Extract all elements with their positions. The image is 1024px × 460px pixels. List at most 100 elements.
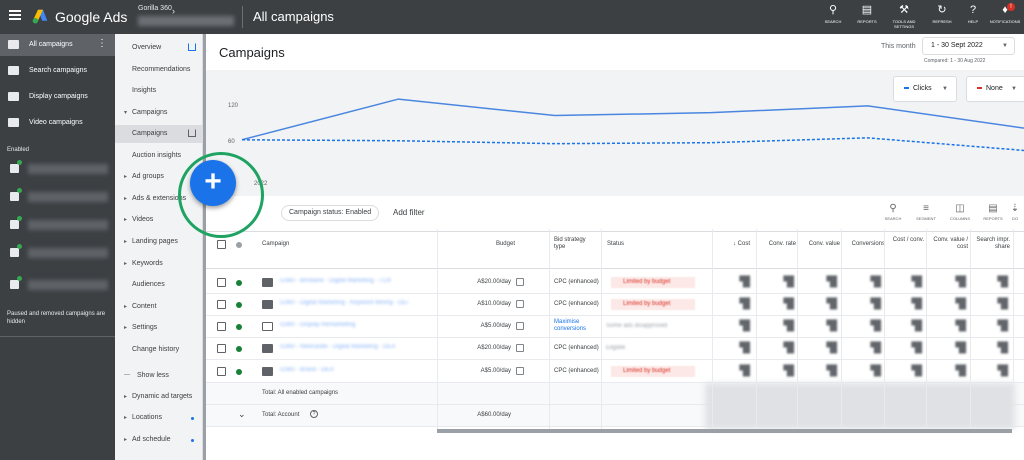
campaign-name-link[interactable]: G360 - Digital Marketing - Keyword Minin… <box>280 300 408 306</box>
menu-campaigns-group[interactable]: ▾ Campaigns <box>115 104 203 122</box>
segment-button[interactable]: ≡ SEGMENT <box>911 203 941 221</box>
enabled-status-dot[interactable] <box>236 324 242 330</box>
scrollbar[interactable] <box>203 34 206 460</box>
nav-video-campaigns[interactable]: Video campaigns <box>0 112 115 134</box>
download-button[interactable]: ⇣ DO <box>1006 203 1024 221</box>
menu-videos[interactable]: ▸ Videos <box>115 211 203 229</box>
campaign-name-link[interactable]: G360 - Newcastle - Digital Marketing - D… <box>280 344 396 350</box>
menu-landing-pages[interactable]: ▸ Landing pages <box>115 233 203 251</box>
menu-show-less[interactable]: — Show less <box>115 367 203 385</box>
filter-chip-status[interactable]: Campaign status: Enabled <box>281 205 380 221</box>
help-icon[interactable]: ? <box>310 410 318 418</box>
menu-ads-extensions[interactable]: ▸ Ads & extensions <box>115 190 203 208</box>
row-checkbox[interactable] <box>217 344 226 353</box>
row-checkbox[interactable] <box>217 278 226 287</box>
nav-display-campaigns[interactable]: Display campaigns <box>0 86 115 108</box>
col-budget[interactable]: Budget <box>495 241 515 247</box>
enabled-status-dot[interactable] <box>236 346 242 352</box>
metric-cell: ███ ██ <box>997 276 1008 288</box>
metric-selector-none[interactable]: None ▼ <box>966 76 1024 102</box>
add-filter-button[interactable]: Add filter <box>393 208 425 217</box>
columns-button[interactable]: ◫ COLUMNS <box>945 203 975 221</box>
budget-chart-icon[interactable] <box>516 300 524 308</box>
nav-campaign[interactable] <box>0 274 115 296</box>
nav-all-campaigns[interactable]: All campaigns ⋮ <box>0 34 115 56</box>
table-row[interactable]: G360 - Newcastle - Digital Marketing - D… <box>206 338 1024 360</box>
table-search-button[interactable]: ⚲ SEARCH <box>878 203 908 221</box>
nav-campaign[interactable] <box>0 158 115 180</box>
menu-campaigns[interactable]: Campaigns <box>115 125 203 143</box>
campaign-name-link[interactable]: G360 - Brand - DEA <box>280 367 334 373</box>
menu-icon[interactable] <box>9 10 21 20</box>
metric-cell: ███ ██ <box>955 342 966 354</box>
nav-campaign[interactable] <box>0 242 115 264</box>
menu-insights[interactable]: Insights <box>115 82 203 100</box>
menu-ad-groups[interactable]: ▸ Ad groups <box>115 168 203 186</box>
budget-chart-icon[interactable] <box>516 344 524 352</box>
enabled-status-dot[interactable] <box>236 369 242 375</box>
nav-campaign[interactable] <box>0 214 115 236</box>
menu-settings[interactable]: ▸ Settings <box>115 319 203 337</box>
menu-audiences[interactable]: Audiences <box>115 276 203 294</box>
tools-button[interactable]: ⚒ TOOLS AND SETTINGS <box>886 4 922 29</box>
table-row[interactable]: G360 - Digital Marketing - Keyword Minin… <box>206 294 1024 316</box>
video-campaign-icon <box>8 118 19 127</box>
reports-button[interactable]: ▤ REPORTS <box>849 4 885 24</box>
help-button[interactable]: ? HELP <box>955 4 991 24</box>
menu-ad-schedule[interactable]: ▸ Ad schedule <box>115 431 203 449</box>
col-conv-rate[interactable]: Conv. rate <box>768 241 796 247</box>
campaign-name-link[interactable]: G360 - Display Remarketing <box>280 322 356 328</box>
refresh-label: REFRESH <box>932 19 952 24</box>
refresh-button[interactable]: ↻ REFRESH <box>924 4 960 24</box>
menu-dynamic-ad-targets[interactable]: ▸ Dynamic ad targets <box>115 388 203 406</box>
menu-content[interactable]: ▸ Content <box>115 298 203 316</box>
menu-recommendations[interactable]: Recommendations <box>115 61 203 79</box>
search-icon: ⚲ <box>828 4 838 16</box>
enabled-status-dot[interactable] <box>236 280 242 286</box>
account-name[interactable]: Gorilla 360 <box>138 5 172 12</box>
col-status[interactable]: Status <box>607 241 625 247</box>
chevron-down-icon[interactable]: ⌄ <box>238 409 246 419</box>
col-bid-strategy[interactable]: Bid strategy type <box>554 237 586 250</box>
col-conv-value-cost[interactable]: Conv. value / cost <box>933 237 968 250</box>
table-row[interactable]: G360 - Brand - DEA A$5.00/day CPC (enhance… <box>206 361 1024 383</box>
horizontal-scrollbar[interactable] <box>437 429 1012 433</box>
row-checkbox[interactable] <box>217 300 226 309</box>
menu-overview[interactable]: Overview <box>115 39 203 57</box>
chevron-right-icon[interactable]: › <box>172 6 175 16</box>
budget-chart-icon[interactable] <box>516 322 524 330</box>
add-campaign-button[interactable]: + <box>190 160 236 206</box>
home-icon <box>188 43 196 51</box>
more-vert-icon[interactable]: ⋮ <box>97 38 107 49</box>
page-title: All campaigns <box>253 9 334 24</box>
col-search-impr-share[interactable]: Search impr. share <box>976 237 1010 250</box>
table-row[interactable]: G360 - Display Remarketing A$5.00/day Maxi… <box>206 316 1024 338</box>
notifications-button[interactable]: ♦ ! NOTIFICATIONS <box>987 3 1023 24</box>
bid-strategy: CPC (enhanced) <box>554 345 599 351</box>
col-conversions[interactable]: Conversions <box>851 241 885 247</box>
table-row[interactable]: G360 - Brisbane - Digital Marketing - TC… <box>206 272 1024 294</box>
col-campaign[interactable]: Campaign <box>262 241 290 247</box>
col-cost-per-conv[interactable]: Cost / conv. <box>892 237 924 243</box>
row-checkbox[interactable] <box>217 367 226 376</box>
budget-chart-icon[interactable] <box>516 367 524 375</box>
nav-campaign[interactable] <box>0 186 115 208</box>
col-cost[interactable]: ↓ Cost <box>732 241 750 247</box>
table-reports-button[interactable]: ▤ REPORTS <box>978 203 1008 221</box>
menu-auction-insights[interactable]: Auction insights <box>115 147 203 165</box>
menu-locations[interactable]: ▸ Locations <box>115 409 203 427</box>
campaign-name-link[interactable]: G360 - Brisbane - Digital Marketing - TC… <box>280 278 392 284</box>
select-all-checkbox[interactable] <box>217 240 226 249</box>
metric-selector-clicks[interactable]: Clicks ▼ <box>893 76 957 102</box>
col-conv-value[interactable]: Conv. value <box>808 241 840 247</box>
menu-change-history[interactable]: Change history <box>115 341 203 359</box>
menu-keywords[interactable]: ▸ Keywords <box>115 255 203 273</box>
nav-search-campaigns[interactable]: Search campaigns <box>0 60 115 82</box>
date-range-picker[interactable]: 1 - 30 Sept 2022 ▼ <box>922 37 1015 55</box>
row-checkbox[interactable] <box>217 322 226 331</box>
bid-strategy[interactable]: Maximise conversions <box>554 319 587 332</box>
search-button[interactable]: ⚲ SEARCH <box>815 4 851 24</box>
budget-chart-icon[interactable] <box>516 278 524 286</box>
enabled-status-dot[interactable] <box>236 302 242 308</box>
brand-name[interactable]: Google Ads <box>55 9 128 25</box>
